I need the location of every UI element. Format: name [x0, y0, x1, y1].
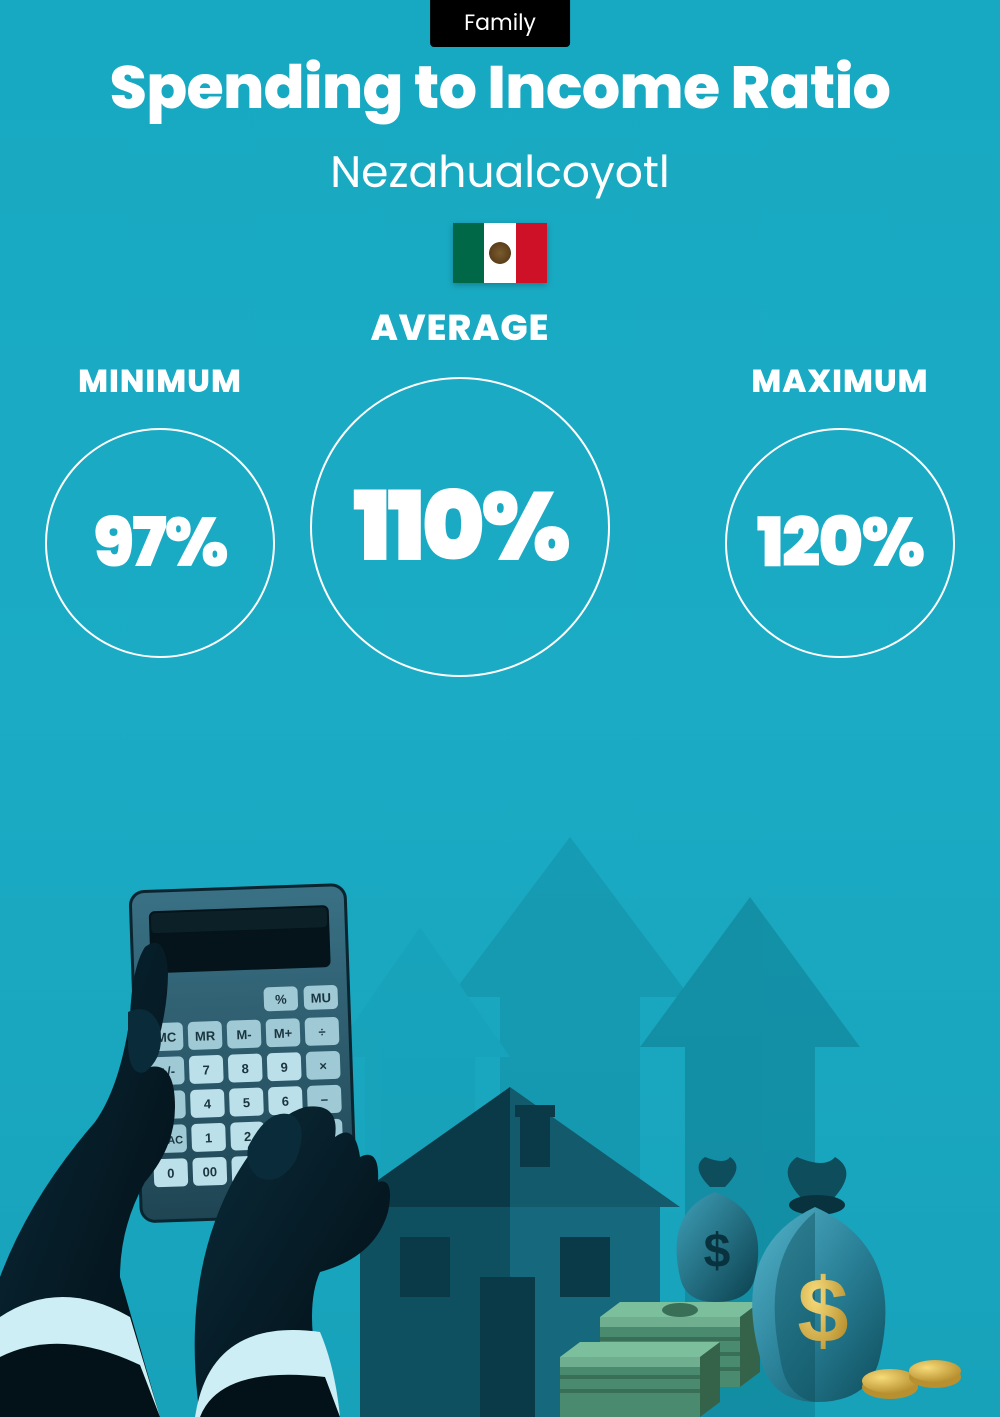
page-subtitle: Nezahualcoyotl	[0, 140, 1000, 205]
svg-text:×: ×	[319, 1058, 328, 1073]
svg-text:0: 0	[167, 1166, 175, 1181]
stat-average-circle: 110%	[310, 377, 610, 677]
stat-minimum-value: 97%	[93, 509, 226, 577]
svg-text:8: 8	[241, 1061, 249, 1076]
stat-maximum-label: MAXIMUM	[720, 358, 960, 406]
stats-row: MINIMUM 97% AVERAGE 110% MAXIMUM 120%	[0, 300, 1000, 720]
svg-text:÷: ÷	[318, 1024, 326, 1039]
svg-text:1: 1	[205, 1130, 213, 1145]
svg-text:M+: M+	[274, 1025, 293, 1041]
svg-text:4: 4	[204, 1096, 213, 1111]
page-title: Spending to Income Ratio	[0, 42, 1000, 132]
stat-average-value: 110%	[353, 479, 567, 575]
stat-maximum: MAXIMUM 120%	[720, 358, 960, 658]
svg-text:−: −	[320, 1092, 329, 1107]
illustration: $ $ % MU	[0, 717, 1000, 1417]
svg-text:7: 7	[202, 1062, 210, 1077]
header: Spending to Income Ratio Nezahualcoyotl	[0, 42, 1000, 290]
svg-text:2: 2	[244, 1129, 252, 1144]
svg-text:5: 5	[243, 1095, 251, 1110]
illustration-svg: $ $ % MU	[0, 717, 1000, 1417]
svg-text:MU: MU	[310, 990, 331, 1006]
svg-text:MR: MR	[195, 1028, 216, 1044]
svg-text:M-: M-	[236, 1027, 252, 1043]
stat-maximum-value: 120%	[757, 509, 923, 577]
stat-minimum-circle: 97%	[45, 428, 275, 658]
flag-emblem-icon	[489, 242, 511, 264]
stat-minimum: MINIMUM 97%	[40, 358, 280, 658]
flag-stripe-green	[453, 223, 484, 283]
svg-text:$: $	[704, 1225, 731, 1278]
category-tag-label: Family	[464, 7, 536, 38]
flag-mexico-icon	[453, 223, 547, 283]
svg-text:$: $	[797, 1260, 848, 1362]
flag-stripe-red	[516, 223, 547, 283]
svg-text:9: 9	[280, 1060, 288, 1075]
svg-text:00: 00	[202, 1164, 217, 1179]
category-tag: Family	[430, 0, 570, 47]
stat-minimum-label: MINIMUM	[40, 358, 280, 406]
stat-maximum-circle: 120%	[725, 428, 955, 658]
stat-average: AVERAGE 110%	[310, 300, 610, 677]
svg-text:%: %	[275, 992, 288, 1007]
stat-average-label: AVERAGE	[310, 300, 610, 355]
svg-text:6: 6	[282, 1094, 290, 1109]
